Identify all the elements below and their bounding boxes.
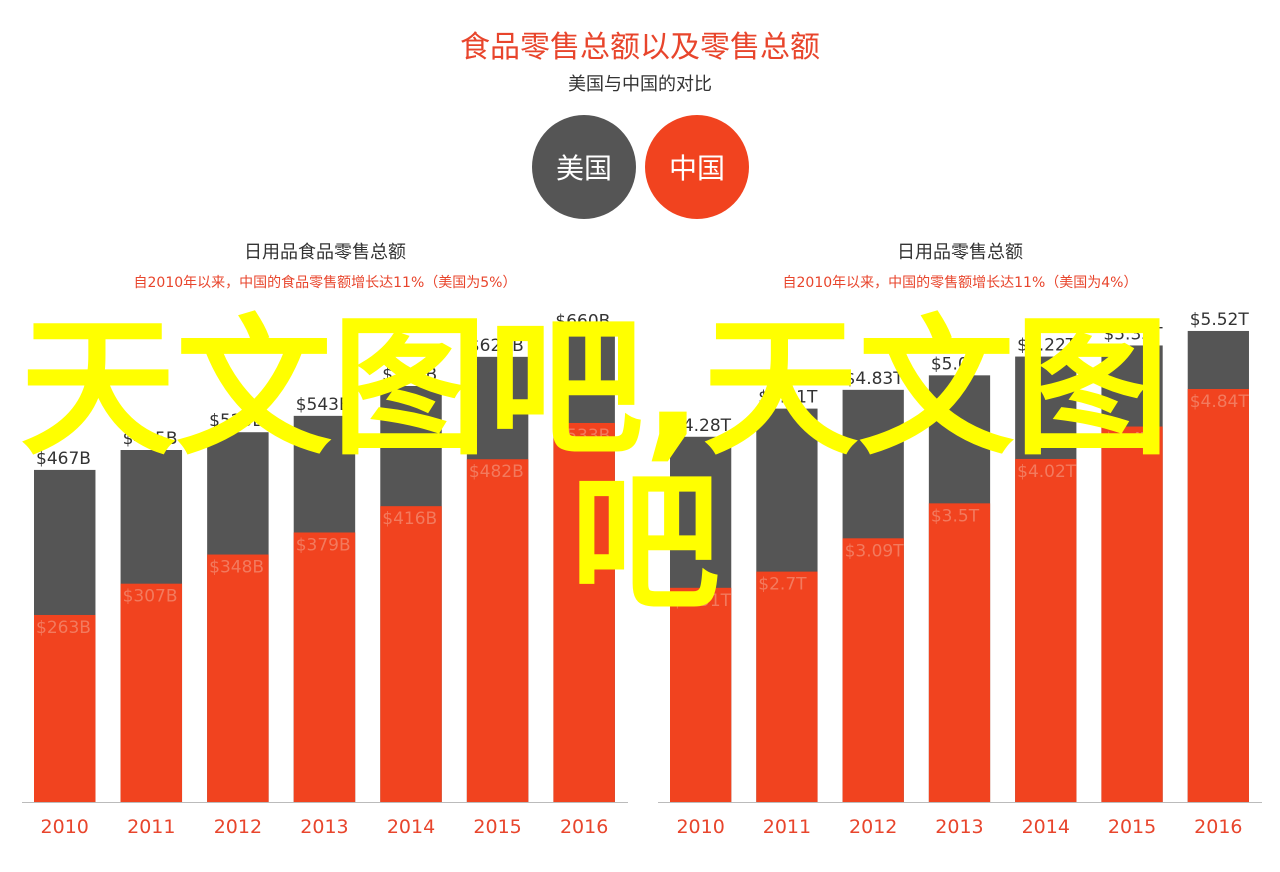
- label-us: $495B: [123, 429, 178, 449]
- label-us: $5.22T: [1017, 336, 1077, 356]
- label-china: $2.51T: [672, 591, 732, 611]
- x-tick-label: 2016: [560, 816, 608, 838]
- label-china: $348B: [209, 558, 264, 578]
- x-tick-label: 2013: [300, 816, 348, 838]
- label-us: $543B: [296, 395, 351, 415]
- bar-china: [1101, 426, 1163, 802]
- panel-title: 日用品食品零售总额: [244, 242, 406, 263]
- label-us: $660B: [555, 312, 610, 332]
- label-china: $3.5T: [931, 506, 980, 526]
- x-tick-label: 2016: [1194, 816, 1242, 838]
- chart-subtitle: 美国与中国的对比: [568, 74, 712, 95]
- label-us: $4.28T: [672, 416, 732, 436]
- label-china: $4.4T: [1103, 430, 1152, 450]
- bar-china: [120, 583, 183, 802]
- label-china: $3.09T: [845, 541, 905, 561]
- label-us: $585B: [382, 365, 437, 385]
- x-tick-label: 2011: [127, 816, 175, 838]
- bar-china: [928, 503, 991, 802]
- bar-china: [207, 554, 269, 802]
- bar-china: [670, 587, 732, 802]
- legend-us: 美国: [532, 115, 636, 219]
- bar-china: [1187, 388, 1249, 802]
- bar-china: [1015, 458, 1077, 802]
- label-us: $4.83T: [845, 369, 905, 389]
- x-tick-label: 2015: [1108, 816, 1156, 838]
- label-china: $482B: [469, 462, 524, 482]
- x-tick-label: 2011: [763, 816, 811, 838]
- bar-china: [293, 532, 356, 802]
- label-us: $520B: [209, 411, 264, 431]
- bar-china: [34, 614, 96, 802]
- label-us: $4.61T: [758, 388, 818, 408]
- panel-title: 日用品零售总额: [897, 242, 1023, 263]
- x-tick-label: 2010: [676, 816, 724, 838]
- x-tick-label: 2014: [1022, 816, 1070, 838]
- label-us: $5.52T: [1190, 310, 1250, 330]
- x-tick-label: 2014: [387, 816, 435, 838]
- label-us: $5.35T: [1103, 324, 1163, 344]
- panel-note: 自2010年以来，中国的食品零售额增长达11%（美国为5%）: [134, 274, 517, 291]
- bar-china: [756, 571, 818, 802]
- panel-note: 自2010年以来，中国的零售额增长达11%（美国为4%）: [783, 275, 1138, 291]
- x-tick-label: 2012: [849, 816, 897, 838]
- x-tick-label: 2010: [41, 816, 89, 838]
- x-tick-label: 2012: [214, 816, 262, 838]
- x-tick-label: 2013: [935, 816, 983, 838]
- label-china: $263B: [36, 618, 91, 638]
- x-tick-label: 2015: [473, 816, 521, 838]
- label-us: $467B: [36, 449, 91, 469]
- chart-title: 食品零售总额以及零售总额: [460, 30, 820, 65]
- label-us: $626B: [469, 336, 524, 356]
- label-china: $416B: [382, 509, 437, 529]
- label-china: $4.84T: [1190, 392, 1250, 412]
- label-us: $5.0T: [931, 354, 980, 374]
- label-china: $533B: [555, 426, 610, 446]
- bar-china: [380, 506, 442, 802]
- label-china: $379B: [296, 535, 351, 555]
- label-china: $4.02T: [1017, 462, 1077, 482]
- bar-china: [842, 538, 904, 802]
- label-china: $307B: [123, 587, 178, 607]
- legend-china: 中国: [645, 115, 749, 219]
- bar-china: [466, 459, 529, 802]
- bar-china: [553, 422, 615, 802]
- label-china: $2.7T: [758, 575, 807, 595]
